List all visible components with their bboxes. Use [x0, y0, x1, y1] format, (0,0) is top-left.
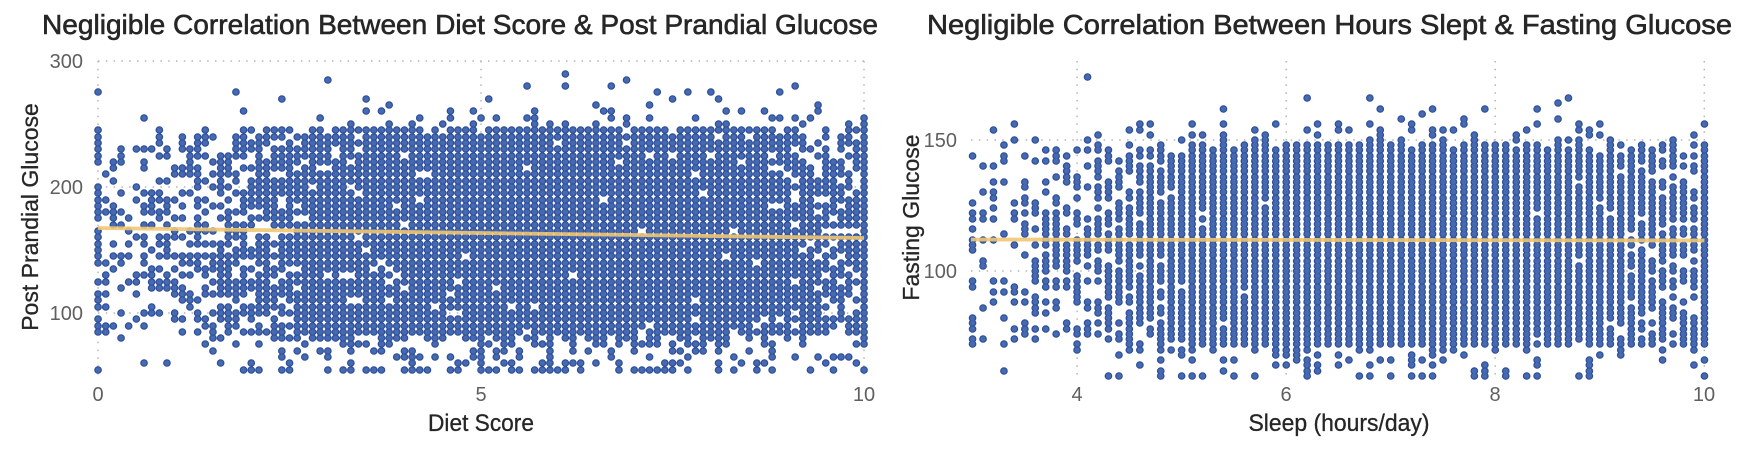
svg-text:10: 10	[1693, 384, 1715, 406]
svg-text:150: 150	[924, 130, 957, 152]
svg-text:Sleep (hours/day): Sleep (hours/day)	[1249, 410, 1430, 437]
svg-text:100: 100	[924, 261, 957, 283]
svg-text:100: 100	[50, 303, 83, 325]
svg-text:10: 10	[853, 384, 875, 406]
svg-text:Negligible Correlation Between: Negligible Correlation Between Hours Sle…	[927, 9, 1732, 40]
svg-text:300: 300	[50, 51, 83, 73]
svg-text:Fasting Glucose: Fasting Glucose	[898, 134, 924, 300]
svg-text:Negligible Correlation Between: Negligible Correlation Between Diet Scor…	[42, 9, 878, 40]
svg-text:Diet Score: Diet Score	[428, 410, 534, 437]
svg-text:4: 4	[1071, 384, 1082, 406]
svg-text:200: 200	[50, 177, 83, 199]
svg-text:0: 0	[92, 384, 103, 406]
svg-text:8: 8	[1489, 384, 1500, 406]
svg-text:Post Prandial Glucose: Post Prandial Glucose	[17, 103, 43, 331]
svg-text:6: 6	[1280, 384, 1291, 406]
svg-text:5: 5	[475, 384, 486, 406]
